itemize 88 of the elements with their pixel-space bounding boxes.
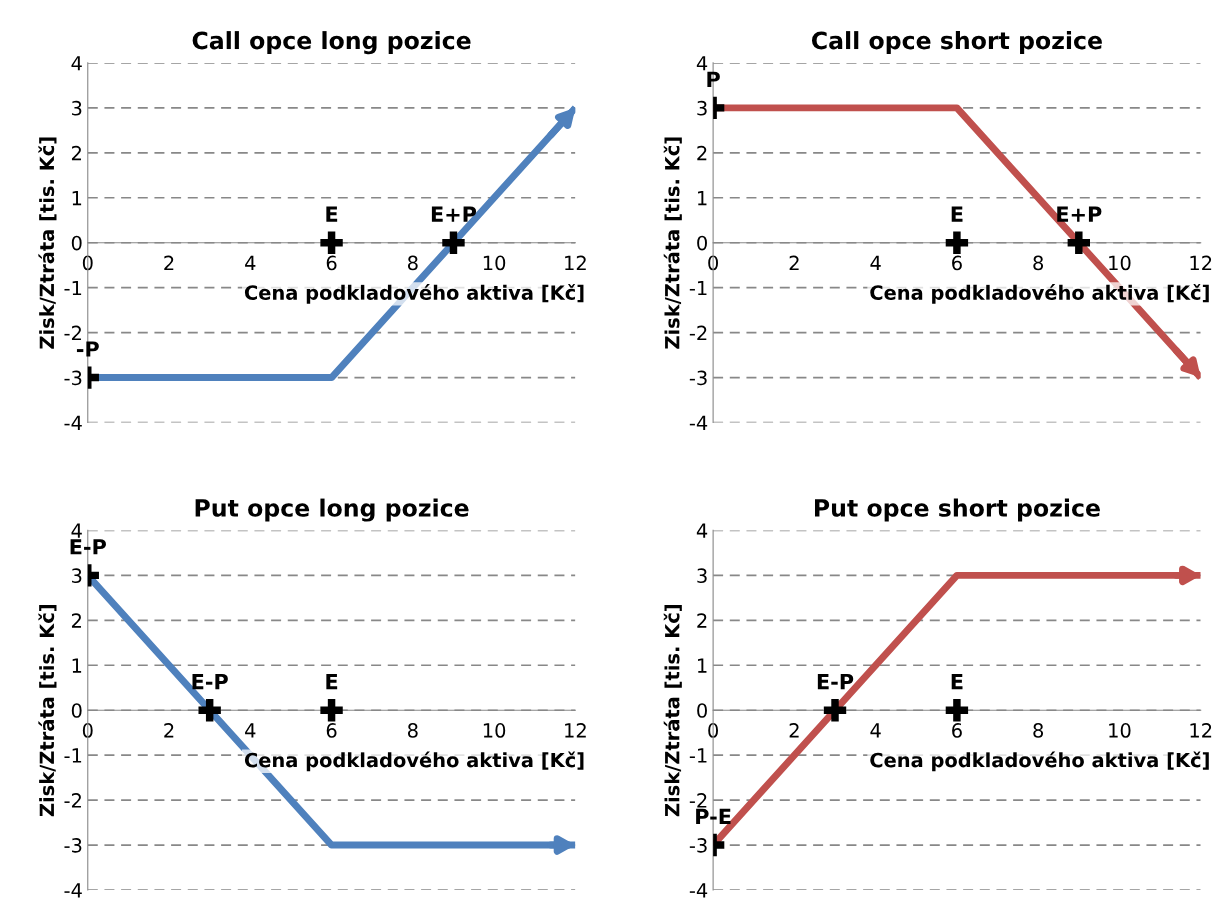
x-tick-label: 0 — [708, 255, 719, 271]
y-tick-label: -1 — [689, 748, 707, 763]
chart-title: Call opce long pozice — [192, 31, 471, 55]
annotation: E-P — [192, 674, 228, 690]
x-axis-title: Cena podkladového aktiva [Kč] — [870, 751, 1209, 772]
annotation: E — [951, 674, 963, 690]
x-tick-label: 12 — [565, 255, 586, 270]
chart-title: Put opce long pozice — [195, 498, 469, 522]
y-tick-label: -3 — [689, 838, 707, 853]
chart-title: Call opce short pozice — [811, 31, 1102, 54]
annotation: P-E — [696, 808, 731, 825]
x-tick-label: 6 — [326, 723, 337, 738]
y-tick-label: -2 — [689, 793, 707, 808]
annotation: E-P — [817, 674, 854, 690]
y-tick-label: -3 — [64, 838, 82, 853]
annotation: E+P — [431, 206, 477, 222]
y-tick-label: -4 — [64, 415, 82, 430]
x-tick-label: 8 — [407, 255, 418, 271]
x-tick-label: 4 — [870, 723, 881, 738]
x-tick-label: 10 — [1109, 255, 1131, 271]
x-tick-label: 12 — [1190, 723, 1212, 738]
annotation: P — [707, 71, 720, 87]
y-tick-label: 1 — [698, 190, 707, 206]
y-tick-label: 0 — [697, 235, 707, 251]
x-tick-label: 10 — [483, 723, 506, 738]
annotation: E-P — [70, 539, 106, 555]
y-tick-label: 3 — [697, 100, 707, 116]
y-tick-label: 4 — [696, 523, 708, 538]
x-tick-label: 8 — [1033, 255, 1044, 271]
annotation: E+P — [1057, 206, 1102, 222]
chart-title: Put opce short pozice — [815, 498, 1100, 522]
y-tick-label: 0 — [71, 235, 82, 251]
annotation: E — [326, 206, 338, 222]
y-tick-label: -1 — [689, 280, 707, 296]
y-tick-label: 3 — [697, 568, 707, 584]
x-tick-label: 2 — [164, 723, 174, 738]
x-tick-label: 4 — [245, 255, 256, 270]
annotation: E — [326, 674, 338, 690]
x-tick-label: 8 — [1033, 723, 1044, 738]
y-axis-title: Zisk/Ztráta [tis. Kč] — [38, 605, 57, 817]
y-tick-label: -4 — [689, 415, 708, 430]
y-axis-title: Zisk/Ztráta [tis. Kč] — [663, 605, 682, 817]
x-tick-label: 2 — [789, 723, 799, 738]
y-tick-label: 4 — [71, 56, 82, 71]
y-tick-label: 3 — [72, 568, 82, 584]
x-tick-label: 8 — [407, 723, 418, 738]
x-tick-label: 2 — [789, 255, 799, 270]
annotation: -P — [76, 341, 99, 357]
x-tick-label: 0 — [82, 723, 93, 738]
y-tick-label: 2 — [697, 145, 707, 161]
x-tick-label: 4 — [245, 723, 256, 738]
x-tick-label: 12 — [1190, 255, 1212, 270]
y-axis-title: Zisk/Ztráta [tis. Kč] — [38, 137, 57, 349]
x-tick-label: 12 — [565, 723, 586, 738]
y-tick-label: 2 — [71, 613, 81, 628]
x-tick-label: 0 — [82, 255, 93, 271]
y-tick-label: -1 — [64, 748, 82, 763]
y-tick-label: -2 — [64, 793, 81, 808]
annotation: E — [951, 206, 963, 222]
y-tick-label: -3 — [689, 370, 707, 386]
y-tick-label: 2 — [697, 613, 707, 628]
y-tick-label: -4 — [64, 883, 82, 898]
y-tick-label: 1 — [698, 658, 707, 673]
x-tick-label: 6 — [952, 723, 962, 738]
y-tick-label: 1 — [72, 190, 82, 206]
y-tick-label: 4 — [696, 56, 708, 71]
y-tick-label: 2 — [71, 145, 81, 161]
x-tick-label: 0 — [708, 723, 719, 738]
y-tick-label: -4 — [689, 883, 708, 898]
x-tick-label: 2 — [164, 255, 174, 270]
y-tick-label: -2 — [689, 325, 707, 341]
y-tick-label: 0 — [697, 703, 707, 718]
x-tick-label: 10 — [1109, 723, 1131, 738]
y-tick-label: -2 — [64, 325, 81, 341]
y-tick-label: 0 — [71, 703, 82, 718]
x-tick-label: 6 — [326, 255, 337, 271]
y-axis-title: Zisk/Ztráta [tis. Kč] — [663, 137, 682, 349]
y-tick-label: 3 — [72, 100, 82, 116]
x-tick-label: 6 — [952, 255, 962, 271]
y-tick-label: 1 — [72, 658, 82, 673]
x-tick-label: 10 — [483, 255, 506, 271]
x-tick-label: 4 — [870, 255, 881, 270]
x-axis-title: Cena podkladového aktiva [Kč] — [870, 284, 1209, 304]
y-tick-label: 4 — [71, 523, 82, 538]
x-axis-title: Cena podkladového aktiva [Kč] — [244, 751, 584, 772]
y-tick-label: -1 — [64, 280, 82, 296]
y-tick-label: -3 — [64, 370, 82, 386]
x-axis-title: Cena podkladového aktiva [Kč] — [244, 284, 584, 304]
